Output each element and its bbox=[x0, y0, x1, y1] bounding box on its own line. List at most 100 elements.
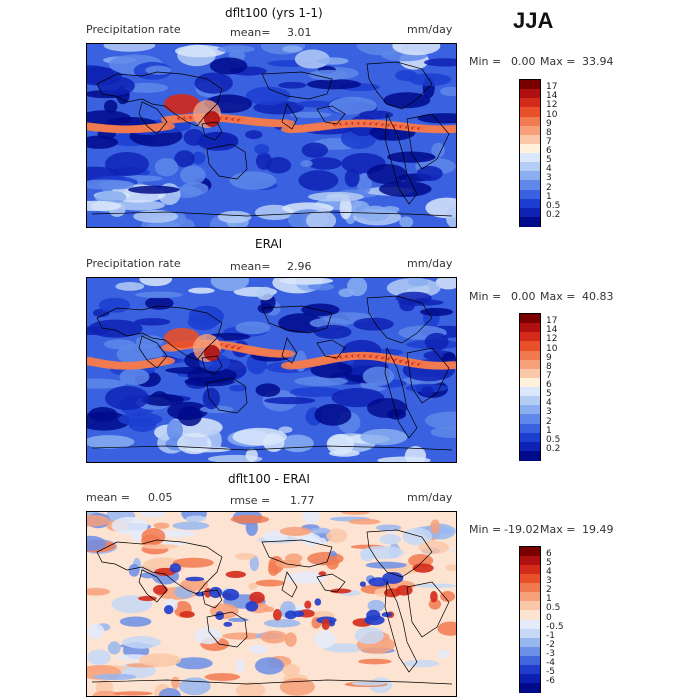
map-canvas bbox=[87, 278, 456, 462]
rmse-label: rmse = bbox=[230, 494, 271, 507]
colorbar bbox=[519, 546, 541, 693]
colorbar-tick-label: 9 bbox=[546, 118, 552, 129]
colorbar-swatch bbox=[520, 673, 540, 684]
colorbar-tick-label: 17 bbox=[546, 82, 558, 93]
colorbar-swatch bbox=[520, 450, 540, 461]
colorbar-swatch bbox=[520, 368, 540, 379]
colorbar-swatch bbox=[520, 377, 540, 388]
max-value: 33.94 bbox=[582, 55, 614, 68]
colorbar-tick-label: 6 bbox=[546, 549, 552, 560]
colorbar-tick-label: 8 bbox=[546, 361, 552, 372]
colorbar-swatch bbox=[520, 153, 540, 163]
colorbar-labels: 17 14 12 10 9 8 7 6 5 4 3 2 1 0.5 0.2 bbox=[546, 313, 576, 459]
colorbar-tick-label: 9 bbox=[546, 352, 552, 363]
colorbar-swatch bbox=[520, 646, 540, 657]
colorbar-swatch bbox=[520, 171, 540, 181]
colorbar bbox=[519, 313, 541, 461]
colorbar-swatch bbox=[520, 637, 540, 648]
colorbar-tick-label: 17 bbox=[546, 316, 558, 327]
colorbar-tick-label: 0.5 bbox=[546, 200, 561, 211]
max-value: 19.49 bbox=[582, 523, 614, 536]
panel-title: dflt100 (yrs 1-1) bbox=[225, 6, 323, 20]
mean-label: mean = bbox=[86, 491, 130, 504]
colorbar-tick-label: 0.2 bbox=[546, 443, 561, 454]
mean-value: 2.96 bbox=[287, 260, 312, 273]
units-label: mm/day bbox=[407, 491, 453, 504]
colorbar-tick-label: 7 bbox=[546, 136, 552, 147]
colorbar-swatch bbox=[520, 619, 540, 630]
colorbar-tick-label: 14 bbox=[546, 91, 558, 102]
max-label: Max = bbox=[540, 55, 576, 68]
min-value: 0.00 bbox=[511, 55, 536, 68]
colorbar-swatch bbox=[520, 664, 540, 675]
colorbar-tick-label: 7 bbox=[546, 370, 552, 381]
map-canvas bbox=[87, 44, 456, 227]
precip-map-obs bbox=[86, 277, 457, 463]
colorbar-tick-label: 8 bbox=[546, 127, 552, 138]
colorbar-tick-label: -0.5 bbox=[546, 621, 564, 632]
colorbar-tick-label: 4 bbox=[546, 164, 552, 175]
units-label: mm/day bbox=[407, 23, 453, 36]
colorbar-swatch bbox=[520, 574, 540, 584]
season-label: JJA bbox=[513, 8, 554, 33]
colorbar-tick-label: 3 bbox=[546, 173, 552, 184]
colorbar-tick-label: 6 bbox=[546, 380, 552, 390]
colorbar-tick-label: -3 bbox=[546, 648, 555, 659]
colorbar-swatch bbox=[520, 556, 540, 566]
colorbar-tick-label: -2 bbox=[546, 639, 555, 650]
colorbar-tick-label: 6 bbox=[546, 146, 552, 156]
colorbar-tick-label: 3 bbox=[546, 576, 552, 587]
colorbar-swatch bbox=[520, 565, 540, 575]
colorbar-tick-label: 1 bbox=[546, 191, 552, 202]
precip-map-model bbox=[86, 43, 457, 228]
colorbar-tick-label: 1 bbox=[546, 594, 552, 605]
colorbar-swatch bbox=[520, 134, 540, 145]
colorbar-swatch bbox=[520, 583, 540, 593]
colorbar-swatch bbox=[520, 592, 540, 602]
colorbar-swatch bbox=[520, 628, 540, 639]
min-label: Min = bbox=[469, 290, 502, 303]
colorbar-swatch bbox=[520, 359, 540, 370]
colorbar-tick-label: 14 bbox=[546, 325, 558, 336]
colorbar bbox=[519, 79, 541, 227]
min-label: Min = bbox=[469, 523, 502, 536]
units-label: mm/day bbox=[407, 257, 453, 270]
colorbar-tick-label: 5 bbox=[546, 389, 552, 400]
colorbar-swatch bbox=[520, 423, 540, 434]
max-value: 40.83 bbox=[582, 290, 614, 303]
colorbar-tick-label: 12 bbox=[546, 100, 558, 111]
min-label: Min = bbox=[469, 55, 502, 68]
colorbar-swatch bbox=[520, 189, 540, 200]
colorbar-tick-label: 12 bbox=[546, 334, 558, 345]
max-label: Max = bbox=[540, 523, 576, 536]
colorbar-tick-label: 10 bbox=[546, 343, 558, 354]
colorbar-swatch bbox=[520, 162, 540, 172]
min-value: 0.00 bbox=[511, 290, 536, 303]
colorbar-swatch bbox=[520, 198, 540, 209]
colorbar-swatch bbox=[520, 682, 540, 693]
colorbar-swatch bbox=[520, 441, 540, 452]
colorbar-swatch bbox=[520, 89, 540, 99]
variable-label: Precipitation rate bbox=[86, 23, 181, 36]
mean-value: 3.01 bbox=[287, 26, 312, 39]
colorbar-swatch bbox=[520, 314, 540, 324]
colorbar-swatch bbox=[520, 125, 540, 136]
colorbar-swatch bbox=[520, 387, 540, 397]
colorbar-tick-label: 10 bbox=[546, 109, 558, 120]
colorbar-swatch bbox=[520, 180, 540, 190]
colorbar-swatch bbox=[520, 207, 540, 218]
map-canvas bbox=[87, 512, 456, 696]
colorbar-swatch bbox=[520, 341, 540, 351]
colorbar-tick-label: 0.5 bbox=[546, 603, 561, 614]
colorbar-swatch bbox=[520, 216, 540, 227]
variable-label: Precipitation rate bbox=[86, 257, 181, 270]
colorbar-swatch bbox=[520, 332, 540, 342]
mean-label: mean= bbox=[230, 26, 271, 39]
colorbar-swatch bbox=[520, 610, 540, 620]
colorbar-tick-label: -4 bbox=[546, 657, 555, 668]
colorbar-labels: 17 14 12 10 9 8 7 6 5 4 3 2 1 0.5 0.2 bbox=[546, 79, 576, 225]
min-value: -19.02 bbox=[504, 523, 540, 536]
colorbar-tick-label: 2 bbox=[546, 182, 552, 193]
colorbar-tick-label: 3 bbox=[546, 407, 552, 418]
colorbar-swatch bbox=[520, 98, 540, 108]
